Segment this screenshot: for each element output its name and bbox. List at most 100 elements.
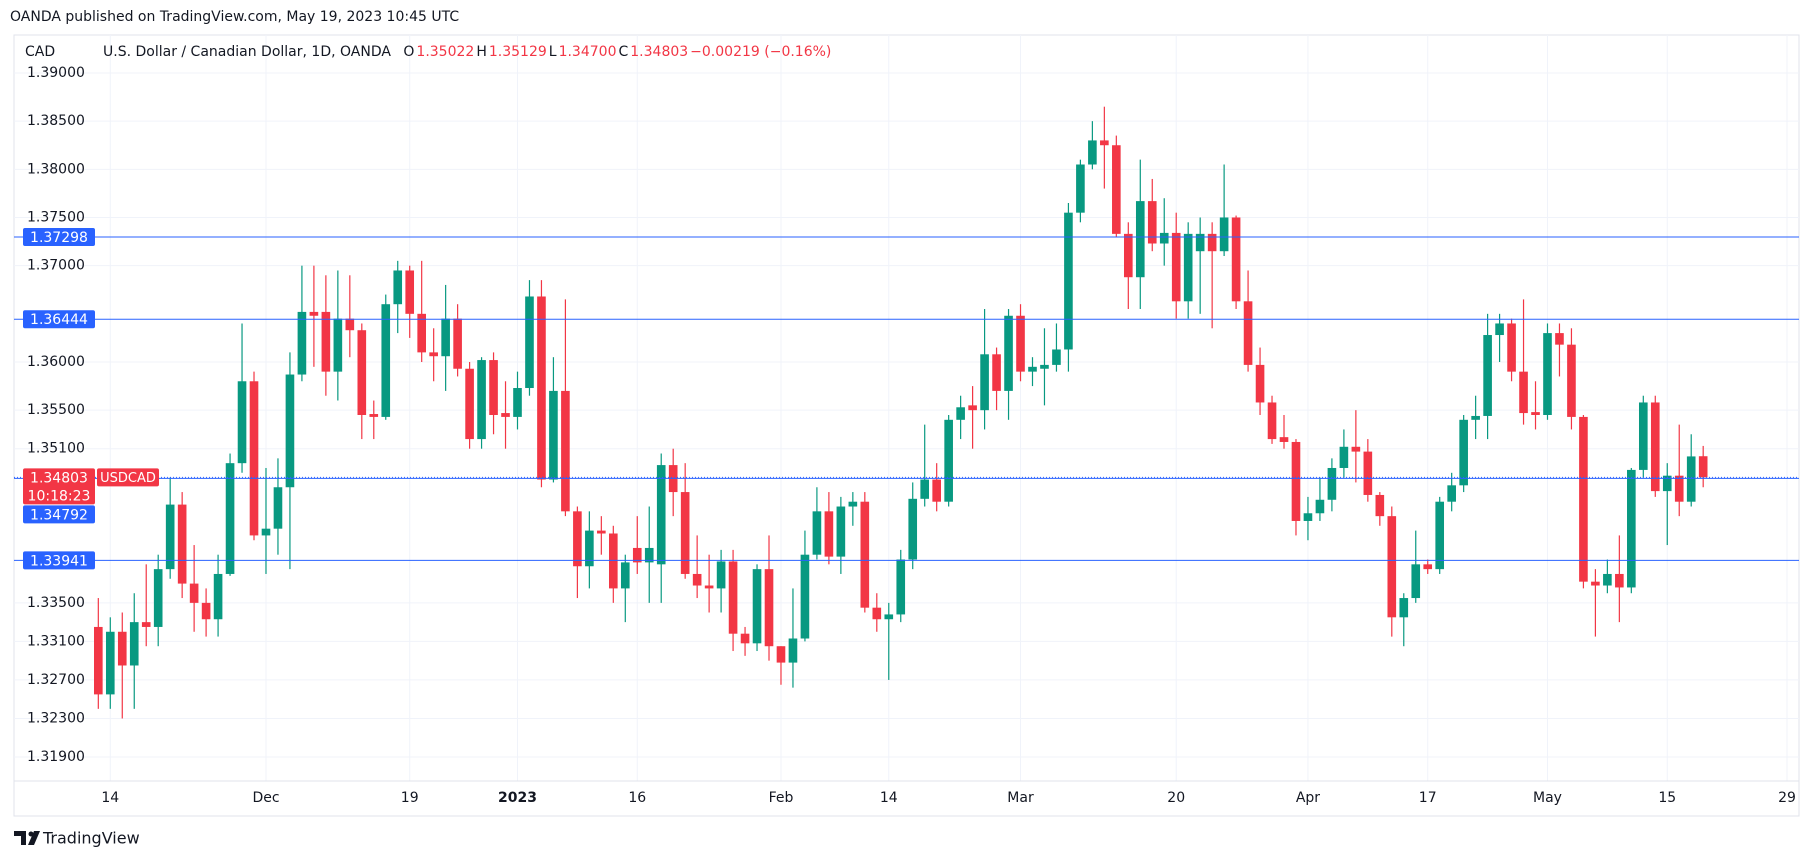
candle-body (776, 646, 786, 663)
candle-body (1686, 456, 1696, 502)
x-tick-label: Feb (769, 790, 794, 806)
candle-body (1519, 371, 1528, 414)
y-tick-label: 1.37500 (27, 209, 85, 225)
candle-body (261, 528, 271, 536)
candle-body (1291, 441, 1301, 521)
candle-body (920, 479, 930, 499)
candle-body (620, 562, 630, 589)
candle-body (537, 296, 546, 480)
candle-body (908, 498, 918, 560)
candle-body (1076, 164, 1085, 213)
candle-body (728, 561, 738, 634)
candle-body (225, 463, 235, 574)
candle-body (1638, 402, 1648, 470)
quote-label: H (476, 44, 487, 60)
y-tick-label: 1.38500 (27, 113, 85, 129)
candle-body (1471, 415, 1480, 420)
candle-body (872, 607, 882, 620)
candle-body (1387, 516, 1397, 618)
candle-body (1363, 451, 1373, 495)
candle-body (752, 569, 762, 644)
logo-dot (28, 831, 34, 837)
candle-body (141, 622, 151, 627)
level-label-box (23, 227, 95, 246)
candle-body (1052, 349, 1061, 365)
candle-body (692, 573, 702, 586)
level-label-box (23, 310, 95, 329)
brand: TradingView (42, 829, 140, 848)
candle-body (1339, 446, 1349, 468)
candle-body (1303, 513, 1313, 521)
candle-body (1375, 494, 1385, 517)
x-tick-label: May (1533, 790, 1562, 806)
candle-body (1064, 212, 1073, 350)
candle-body (297, 311, 307, 375)
grid (14, 35, 1799, 781)
candle-body (1112, 145, 1121, 234)
candle-body (1567, 344, 1576, 417)
candle-body (357, 330, 367, 415)
quote-value: 1.35022 (416, 44, 475, 60)
candle-body (1650, 402, 1660, 492)
candle-body (704, 585, 714, 589)
candle-body (381, 304, 391, 417)
candle-body (1591, 581, 1600, 586)
candle-body (1579, 416, 1588, 582)
candle-body (201, 602, 211, 620)
candle-body (1399, 598, 1409, 618)
candle-body (453, 318, 462, 369)
candle-body (1495, 323, 1504, 336)
candle-body (1459, 419, 1468, 486)
quote-value: 1.35129 (488, 44, 547, 60)
x-tick-label: 2023 (498, 790, 537, 806)
symbol-box (97, 468, 159, 487)
candle-body (1123, 233, 1133, 278)
candle-body (94, 626, 103, 695)
y-tick-label: 1.36000 (27, 354, 85, 370)
candle-body (1327, 467, 1337, 500)
logo (14, 831, 40, 845)
candle-body (273, 487, 283, 529)
candle-body (405, 270, 415, 314)
price-label: 1.34803 (30, 470, 88, 486)
candle-body (1135, 201, 1145, 278)
x-tick-label: 14 (101, 790, 119, 806)
candle-body (812, 511, 822, 555)
candle-body (1147, 201, 1157, 244)
candle-body (884, 614, 894, 620)
candle-body (333, 318, 343, 372)
candle-body (1674, 475, 1684, 502)
y-tick-label: 1.35500 (27, 402, 85, 418)
candle-body (213, 573, 223, 620)
candle-body (1351, 446, 1361, 452)
candle-body (1435, 501, 1445, 570)
candle-body (1016, 315, 1025, 372)
candle-body (1100, 140, 1109, 146)
quote-label: O (403, 44, 415, 60)
candle-body (489, 360, 498, 415)
x-tick-label: 20 (1167, 790, 1185, 806)
y-tick-label: 1.33500 (27, 595, 85, 611)
countdown: 10:18:23 (28, 488, 91, 504)
candle-body (1603, 573, 1612, 586)
candle-body (285, 374, 295, 488)
x-tick-label: 19 (401, 790, 419, 806)
x-tick-label: 17 (1419, 790, 1437, 806)
chart-frame (13, 34, 1800, 817)
candle-body (477, 360, 486, 440)
candle-body (597, 530, 606, 534)
x-tick-label: Mar (1007, 790, 1034, 806)
candle-body (1243, 301, 1253, 365)
level-label: 1.34792 (30, 507, 88, 523)
candle-body (1267, 402, 1277, 440)
candle-body (1531, 412, 1540, 415)
level-label-box (23, 505, 95, 524)
y-tick-label: 1.37000 (27, 258, 85, 274)
quote-value: 1.34700 (558, 44, 617, 60)
candle-body (956, 407, 965, 420)
candle-body (1183, 233, 1193, 302)
candle-body (237, 381, 247, 464)
y-tick-label: 1.38000 (27, 161, 85, 177)
candle-body (800, 554, 810, 639)
